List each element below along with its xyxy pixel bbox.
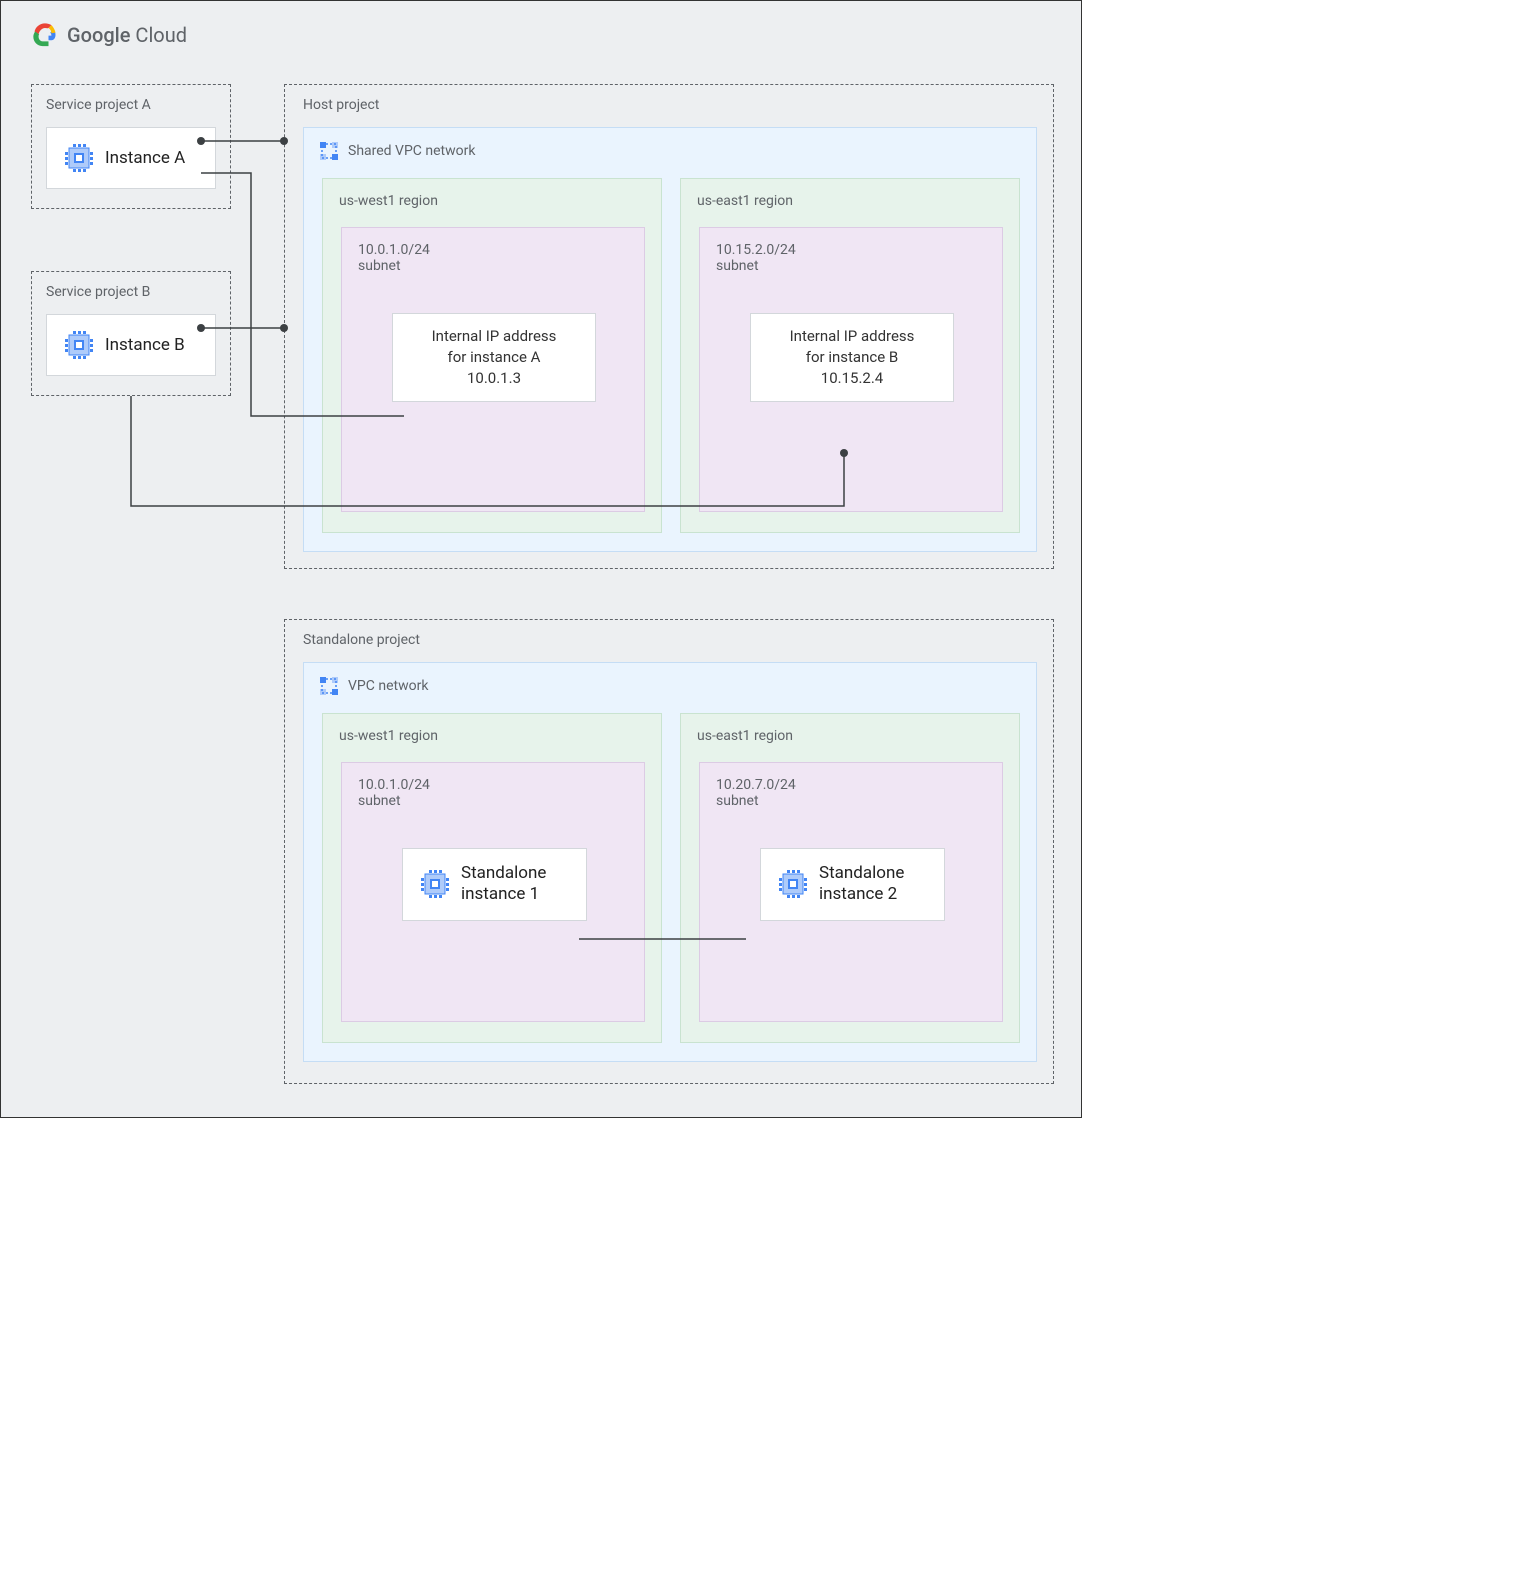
standalone-subnet2-label: 10.20.7.0/24 subnet	[716, 777, 796, 809]
chip-icon	[419, 868, 451, 900]
standalone-instance-2-text: Standalone instance 2	[819, 863, 904, 906]
standalone-subnet-2: 10.20.7.0/24 subnet Standalone instance …	[699, 762, 1003, 1022]
standalone-vpc-title: VPC network	[318, 675, 428, 697]
service-b-label: Service project B	[46, 284, 150, 300]
ip-instance-b: Internal IP address for instance B 10.15…	[750, 313, 954, 402]
network-icon	[318, 140, 340, 162]
host-region-east: us-east1 region 10.15.2.0/24 subnet Inte…	[680, 178, 1020, 533]
chip-icon	[63, 142, 95, 174]
standalone-label: Standalone project	[303, 632, 420, 648]
host-region-west: us-west1 region 10.0.1.0/24 subnet Inter…	[322, 178, 662, 533]
instance-a-text: Instance A	[105, 148, 185, 168]
brand-text: Google Cloud	[67, 23, 187, 47]
standalone-vpc: VPC network us-west1 region 10.0.1.0/24 …	[303, 662, 1037, 1062]
standalone-region-east: us-east1 region 10.20.7.0/24 subnet Stan…	[680, 713, 1020, 1043]
ip-instance-a: Internal IP address for instance A 10.0.…	[392, 313, 596, 402]
host-region1-label: us-west1 region	[339, 193, 438, 209]
shared-vpc: Shared VPC network us-west1 region 10.0.…	[303, 127, 1037, 552]
standalone-project: Standalone project VPC network us-west1 …	[284, 619, 1054, 1084]
instance-b-text: Instance B	[105, 335, 185, 355]
standalone-subnet-1: 10.0.1.0/24 subnet Standalone instance 1	[341, 762, 645, 1022]
host-project: Host project Shared VPC network us-west1…	[284, 84, 1054, 569]
service-a-label: Service project A	[46, 97, 151, 113]
host-subnet-1: 10.0.1.0/24 subnet Internal IP address f…	[341, 227, 645, 512]
gcloud-icon	[31, 21, 59, 49]
standalone-region1-label: us-west1 region	[339, 728, 438, 744]
host-region2-label: us-east1 region	[697, 193, 793, 209]
shared-vpc-title: Shared VPC network	[318, 140, 475, 162]
chip-icon	[63, 329, 95, 361]
chip-icon	[777, 868, 809, 900]
service-project-a: Service project A Instance A	[31, 84, 231, 209]
instance-a-box: Instance A	[46, 127, 216, 189]
host-subnet2-label: 10.15.2.0/24 subnet	[716, 242, 796, 274]
host-subnet-2: 10.15.2.0/24 subnet Internal IP address …	[699, 227, 1003, 512]
standalone-subnet1-label: 10.0.1.0/24 subnet	[358, 777, 430, 809]
standalone-instance-1-text: Standalone instance 1	[461, 863, 546, 906]
brand-logo: Google Cloud	[31, 21, 187, 49]
standalone-instance-1: Standalone instance 1	[402, 848, 587, 921]
host-subnet1-label: 10.0.1.0/24 subnet	[358, 242, 430, 274]
instance-b-box: Instance B	[46, 314, 216, 376]
diagram-canvas: Google Cloud Service project A Instance …	[0, 0, 1082, 1118]
service-project-b: Service project B Instance B	[31, 271, 231, 396]
network-icon	[318, 675, 340, 697]
standalone-region-west: us-west1 region 10.0.1.0/24 subnet Stand…	[322, 713, 662, 1043]
standalone-instance-2: Standalone instance 2	[760, 848, 945, 921]
host-label: Host project	[303, 97, 379, 113]
standalone-region2-label: us-east1 region	[697, 728, 793, 744]
